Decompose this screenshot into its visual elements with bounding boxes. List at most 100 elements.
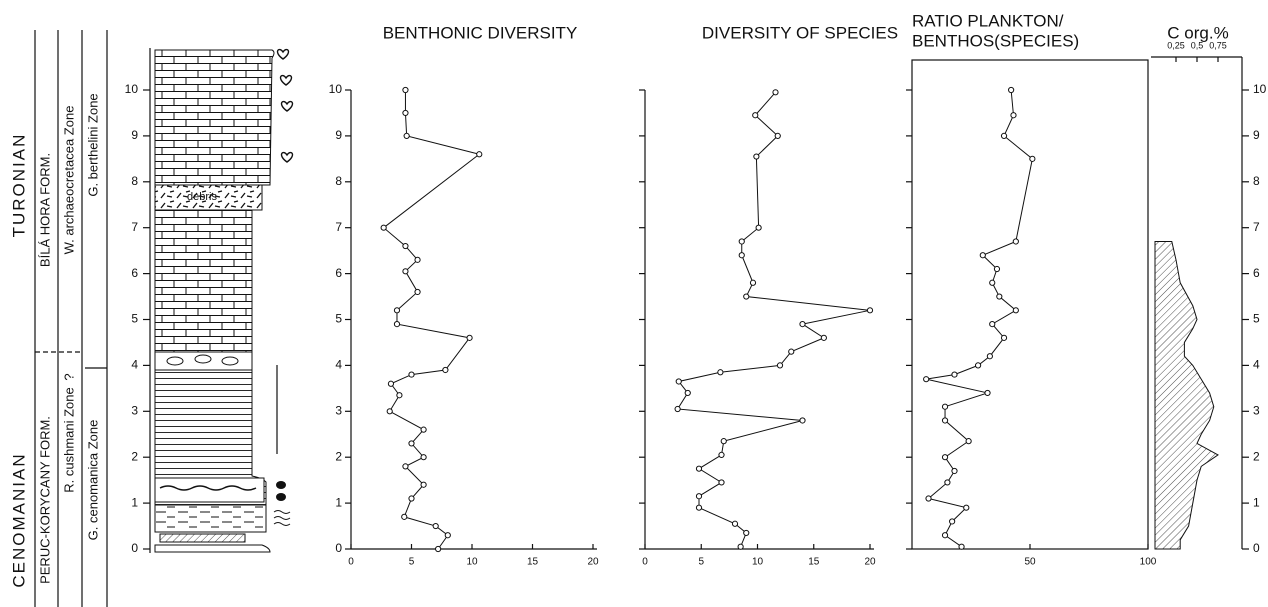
data-point [942,418,947,423]
data-point [945,480,950,485]
subzone-label: G. cenomanica Zone [85,420,100,541]
data-point [926,496,931,501]
data-point [753,113,758,118]
y-tick-label: 9 [335,128,342,142]
data-point [985,390,990,395]
data-point [990,280,995,285]
y-tick-label: 0 [335,541,342,555]
formation-label: BÍLÁ HORA FORM. [37,153,52,267]
profile-line [384,90,480,549]
data-point [1009,87,1014,92]
y-tick-label: 4 [131,358,138,372]
data-point [467,335,472,340]
data-point [867,308,872,313]
data-point [415,289,420,294]
y-tick-label: 0 [131,541,138,555]
data-point [821,335,826,340]
x-tick-label: 100 [1140,557,1157,568]
data-point [777,363,782,368]
x-tick-label: 5 [698,557,704,568]
y-tick-label: 3 [131,403,138,417]
data-point [1013,239,1018,244]
data-point [696,466,701,471]
data-point [409,496,414,501]
y-tick-label: 4 [1253,358,1260,372]
y-tick-label: 7 [131,220,138,234]
data-point [959,544,964,549]
data-point [739,239,744,244]
data-point [754,154,759,159]
data-point [980,253,985,258]
data-point [685,390,690,395]
data-point [997,294,1002,299]
y-tick-label: 0 [1253,541,1260,555]
y-tick-label: 6 [131,266,138,280]
zone-label: W. archaeocretacea Zone [61,106,76,255]
data-point [952,372,957,377]
data-point [388,381,393,386]
formation-label: PERUC-KORYCANY FORM. [37,416,52,584]
y-tick-label: 2 [335,449,342,463]
data-point [718,370,723,375]
data-point [721,439,726,444]
x-tick-label: 20 [587,557,599,568]
x-tick-label: 0,5 [1191,40,1204,50]
data-point [415,257,420,262]
y-tick-label: 1 [131,495,138,509]
data-point [403,87,408,92]
data-point [773,90,778,95]
y-tick-label: 9 [1253,128,1260,142]
x-tick-label: 15 [808,557,820,568]
chart-title: RATIO PLANKTON/ [912,11,1064,30]
x-tick-label: 15 [527,557,539,568]
y-tick-label: 8 [131,174,138,188]
y-tick-label: 1 [335,495,342,509]
data-point [942,533,947,538]
x-tick-label: 5 [409,557,415,568]
data-point [924,377,929,382]
y-tick-label: 5 [1253,312,1260,326]
data-point [775,133,780,138]
data-point [744,294,749,299]
y-tick-label: 3 [335,403,342,417]
x-tick-label: 20 [864,557,876,568]
data-point [800,321,805,326]
data-point [421,427,426,432]
y-tick-label: 6 [1253,266,1260,280]
data-point [436,546,441,551]
y-tick-label: 6 [335,266,342,280]
data-point [394,321,399,326]
y-tick-label: 2 [1253,449,1260,463]
data-point [387,409,392,414]
data-point [987,354,992,359]
data-point [676,379,681,384]
y-tick-label: 7 [1253,220,1260,234]
data-point [975,363,980,368]
y-tick-label: 3 [1253,403,1260,417]
y-tick-label: 5 [335,312,342,326]
data-point [404,133,409,138]
x-tick-label: 0 [642,557,648,568]
data-point [1013,308,1018,313]
data-point [1030,156,1035,161]
data-point [942,404,947,409]
stage-label: CENOMANIAN [9,452,28,587]
data-point [719,480,724,485]
x-tick-label: 0,25 [1167,40,1185,50]
data-point [1001,335,1006,340]
data-point [403,464,408,469]
data-point [403,243,408,248]
data-point [421,455,426,460]
boundary-mark: ? [61,373,76,380]
figure: 012345678910TURONIANCENOMANIANBÍLÁ HORA … [0,0,1268,607]
chart-title: BENTHOS(SPECIES) [912,31,1079,50]
zone-label: R. cushmani Zone [61,387,76,493]
data-point [445,533,450,538]
subzone-label: G. berthelini Zone [85,93,100,196]
x-tick-label: 0,75 [1209,40,1227,50]
stage-label: TURONIAN [9,133,28,238]
data-point [750,280,755,285]
y-tick-label: 4 [335,358,342,372]
x-tick-label: 10 [752,557,764,568]
profile-line [926,90,1032,547]
